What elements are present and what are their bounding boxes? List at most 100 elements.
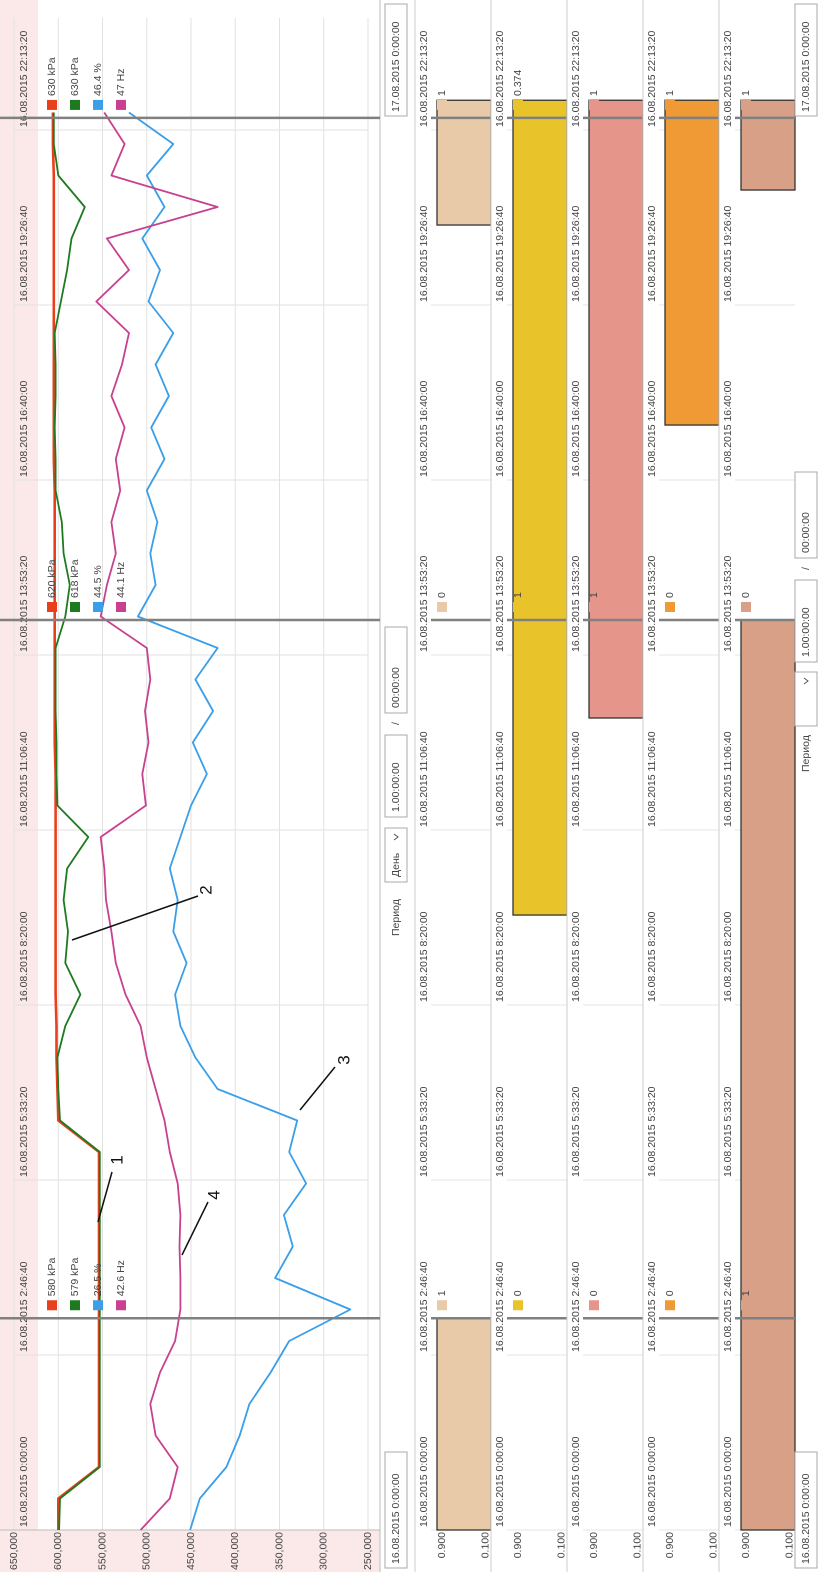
x-tick-label: 16.08.2015 2:46:40 <box>18 1261 30 1352</box>
plot-background <box>0 0 380 1572</box>
legend-swatch <box>437 602 447 612</box>
x-tick-label: 16.08.2015 2:46:40 <box>570 1261 582 1352</box>
x-tick-label: 16.08.2015 19:26:40 <box>722 205 734 302</box>
x-tick-label: 16.08.2015 13:53:20 <box>646 555 658 652</box>
x-tick-label: 16.08.2015 8:20:00 <box>18 911 30 1002</box>
legend-swatch <box>93 1300 103 1311</box>
legend-swatch <box>741 602 751 612</box>
y-tick-label: 0.900 <box>436 1532 448 1558</box>
input-box[interactable] <box>794 579 818 663</box>
legend-swatch <box>70 99 80 110</box>
legend-swatch <box>437 1300 447 1311</box>
input-box[interactable] <box>384 1451 408 1569</box>
y-tick-label: 250,000 <box>362 1532 374 1570</box>
cursor-readout: 0.374 <box>512 69 524 95</box>
cursor-readout: 44.5 % <box>92 565 104 598</box>
x-tick-label: 16.08.2015 5:33:20 <box>18 1086 30 1177</box>
cursor-readout: 1 <box>436 90 448 96</box>
legend-swatch <box>116 1300 126 1311</box>
cursor-readout: 0 <box>664 592 676 598</box>
annotation: 4 <box>204 1190 223 1199</box>
x-tick-label: 16.08.2015 0:00:00 <box>646 1436 658 1527</box>
legend-swatch <box>513 99 523 110</box>
cursor-readout: 0 <box>436 592 448 598</box>
series-line <box>52 112 101 1531</box>
legend-swatch <box>741 1300 751 1311</box>
period-label: Период <box>800 735 812 772</box>
y-tick-label: 0.900 <box>512 1532 524 1558</box>
annotation: 3 <box>334 1055 353 1064</box>
cursor-readout: 26.5 % <box>92 1264 104 1297</box>
cursor-readout: 579 kPa <box>69 1258 81 1297</box>
legend-swatch <box>70 602 80 612</box>
x-tick-label: 16.08.2015 13:53:20 <box>18 555 30 652</box>
x-tick-label: 16.08.2015 13:53:20 <box>494 555 506 652</box>
legend-swatch <box>47 602 57 612</box>
input-box[interactable] <box>794 3 818 117</box>
y-tick-label: 650,000 <box>8 1532 20 1570</box>
legend-swatch <box>665 602 675 612</box>
input-box[interactable] <box>384 626 408 714</box>
cursor-readout: 0 <box>512 1290 524 1296</box>
input-box[interactable] <box>384 3 408 117</box>
state-bar <box>436 1317 492 1531</box>
legend-swatch <box>93 602 103 612</box>
y-tick-label: 450,000 <box>185 1532 197 1570</box>
cursor-readout: 0 <box>664 1290 676 1296</box>
cursor-readout: 1 <box>588 592 600 598</box>
input-box[interactable] <box>794 671 818 727</box>
legend-swatch <box>589 99 599 110</box>
x-tick-label: 16.08.2015 16:40:00 <box>646 380 658 477</box>
x-tick-label: 16.08.2015 19:26:40 <box>18 205 30 302</box>
x-tick-label: 16.08.2015 5:33:20 <box>418 1086 430 1177</box>
step-value: 1.00:00:00 <box>800 607 812 657</box>
x-tick-label: 16.08.2015 11:06:40 <box>418 731 430 827</box>
input-box[interactable] <box>794 1451 818 1569</box>
x-tick-label: 16.08.2015 19:26:40 <box>494 205 506 302</box>
legend-swatch <box>513 1300 523 1311</box>
x-tick-label: 16.08.2015 2:46:40 <box>418 1261 430 1352</box>
x-tick-label: 16.08.2015 0:00:00 <box>494 1436 506 1527</box>
x-tick-label: 16.08.2015 22:13:20 <box>570 30 582 127</box>
input-box[interactable] <box>384 734 408 818</box>
x-tick-label: 16.08.2015 5:33:20 <box>570 1086 582 1177</box>
legend-swatch <box>47 1300 57 1311</box>
y-tick-label: 300,000 <box>318 1532 330 1570</box>
series-line <box>128 111 352 1531</box>
input-box[interactable] <box>384 827 408 883</box>
start-date: 16.08.2015 0:00:00 <box>390 1473 402 1564</box>
x-tick-label: 16.08.2015 16:40:00 <box>18 380 30 477</box>
leader-line <box>71 895 199 941</box>
offset-value: 00:00:00 <box>800 512 812 553</box>
x-tick-label: 16.08.2015 16:40:00 <box>494 380 506 477</box>
cursor-readout: 1 <box>664 90 676 96</box>
x-tick-label: 16.08.2015 5:33:20 <box>494 1086 506 1177</box>
annotation: 1 <box>107 1155 126 1164</box>
x-tick-label: 16.08.2015 13:53:20 <box>722 555 734 652</box>
state-bar <box>588 99 644 719</box>
x-tick-label: 16.08.2015 5:33:20 <box>646 1086 658 1177</box>
input-box[interactable] <box>794 471 818 559</box>
end-date: 17.08.2015 0:00:00 <box>800 21 812 112</box>
x-tick-label: 16.08.2015 22:13:20 <box>646 30 658 127</box>
x-tick-label: 16.08.2015 16:40:00 <box>722 380 734 477</box>
state-bar <box>664 99 720 426</box>
legend-swatch <box>93 99 103 110</box>
x-tick-label: 16.08.2015 11:06:40 <box>18 731 30 827</box>
x-tick-label: 16.08.2015 16:40:00 <box>570 380 582 477</box>
x-tick-label: 16.08.2015 8:20:00 <box>570 911 582 1002</box>
cursor-readout: 630 kPa <box>69 57 81 96</box>
separator: / <box>390 722 402 725</box>
y-tick-label: 0.900 <box>588 1532 600 1558</box>
legend-swatch <box>741 99 751 110</box>
x-tick-label: 16.08.2015 19:26:40 <box>418 205 430 302</box>
y-tick-label: 0.100 <box>555 1532 567 1558</box>
annotation: 2 <box>196 885 215 894</box>
x-tick-label: 16.08.2015 8:20:00 <box>722 911 734 1002</box>
state-bar <box>740 619 796 1531</box>
legend-swatch <box>116 99 126 110</box>
period-label: Период <box>390 899 402 936</box>
dropdown-arrow <box>393 833 399 841</box>
